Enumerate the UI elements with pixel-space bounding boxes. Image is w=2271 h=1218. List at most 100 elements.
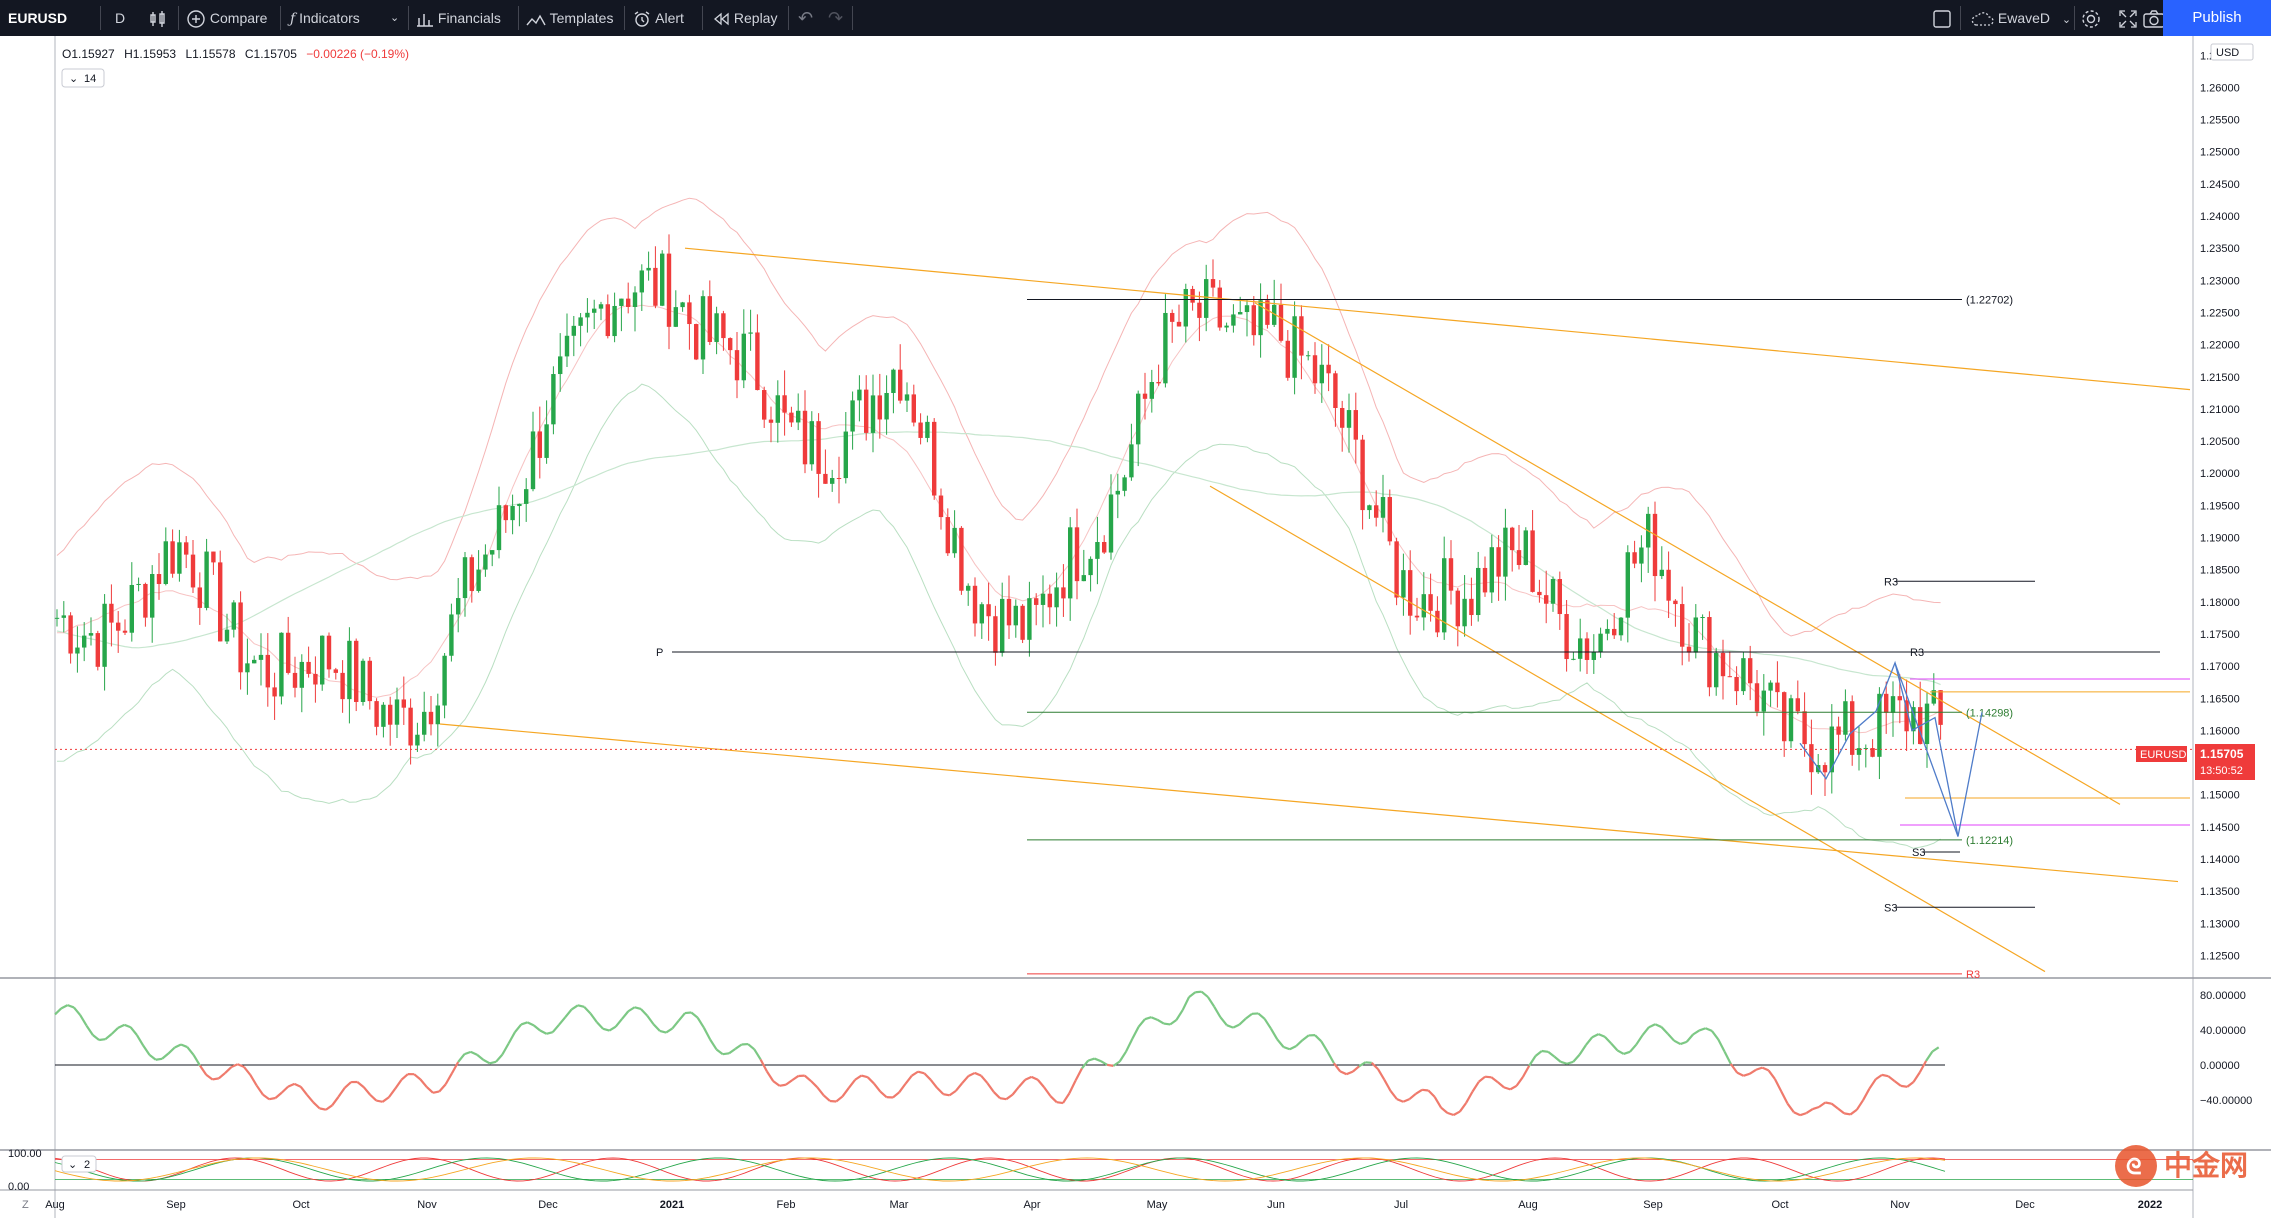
candle-body [972,585,978,624]
oscillator-segment [255,1084,264,1096]
replay-button[interactable]: Replay [712,0,777,36]
oscillator-segment [709,1039,718,1051]
toolbar-divider [702,6,703,30]
oscillator-segment [1094,1057,1102,1063]
study-toggle[interactable] [61,68,105,88]
price-tick-label: 1.17500 [2200,629,2240,641]
oscillator-segment [677,1012,686,1022]
expand-icon[interactable] [2118,0,2138,36]
oscillator-segment [1295,1039,1304,1047]
oscillator-segment [1680,1040,1688,1046]
rewind-icon [713,12,729,26]
candle-body [605,304,610,337]
redo-icon[interactable]: ↷ [828,8,844,28]
candle-body [1394,541,1399,598]
lower-band-line [56,383,1941,849]
candle-body [469,557,474,591]
watermark: ᘓ 中金网 [2115,1145,2248,1187]
chevron-down-icon[interactable]: ⌄ [390,12,400,24]
chart-type-icon[interactable] [148,0,168,36]
candle-body [653,267,658,306]
candle-body [1156,382,1161,384]
candle-body [122,630,128,633]
fib-level-label: (1.22702) [1966,295,2013,307]
pivot-level-label: R3 [1884,576,1898,588]
candle-body [1387,497,1392,542]
fullscreen-layout-icon[interactable] [1932,0,1952,36]
interval-button[interactable]: D [115,10,126,26]
candle-body [503,505,508,521]
oscillator-segment [583,1006,592,1015]
watermark-logo [2115,1145,2157,1187]
oscillator-segment [1453,1110,1461,1116]
fib-level-label: (1.12214) [1966,835,2013,847]
candle-body [388,704,393,725]
oscillator-segment [1566,1060,1574,1065]
study-param: 14 [84,73,96,85]
oscillator-segment [1755,1066,1763,1071]
candle-body [1911,707,1916,732]
oscillator-segment [73,1006,82,1016]
candle-body [1414,615,1420,618]
oscillator-segment [1560,1060,1568,1065]
price-tick-label: 1.19000 [2200,533,2240,545]
financials-button[interactable]: Financials [416,0,501,36]
oscillator-segment [1118,1051,1127,1063]
oscillator-segment [1036,1079,1045,1088]
compare-button[interactable]: Compare [186,0,267,36]
candle-body [1054,587,1059,608]
legend-close: C1.15705 [245,47,297,61]
chevron-down-icon: ⌄ [2061,14,2072,26]
oscillator-segment [92,1034,100,1041]
oscillator-segment [1150,1016,1158,1021]
candle-body [428,711,434,725]
candle-body [945,517,950,554]
candle-body [796,410,801,423]
candle-body [1775,682,1780,693]
undo-icon[interactable]: ↶ [798,8,814,28]
candle-body [286,632,291,673]
oscillator-segment [1893,1080,1902,1087]
oscillator-segment [772,1080,781,1087]
alert-label: Alert [655,10,684,26]
oscillator-segment [237,1063,245,1068]
currency-selector[interactable] [2210,43,2254,61]
oscillator-segment [665,1027,673,1034]
alert-button[interactable]: Alert [632,0,684,36]
indicators-button[interactable]: ƒ Indicators [290,0,360,36]
oscillator-segment [917,1070,925,1075]
candle-body [1136,393,1141,445]
toolbar-divider [100,6,101,30]
oscillator-segment [595,1021,604,1030]
candle-body [1605,628,1610,634]
symbol-search[interactable]: EURUSD [8,10,68,26]
oscillator-segment [627,1006,636,1013]
publish-button[interactable]: Publish [2163,0,2271,36]
candle-body [1340,407,1345,428]
stochastic-toggle[interactable] [61,1155,97,1173]
oscillator-segment [1685,1033,1694,1043]
candle-body [211,551,216,563]
price-tick-label: 1.21500 [2200,372,2240,384]
oscillator-segment [1232,1023,1240,1029]
oscillator-segment [1547,1050,1556,1058]
templates-button[interactable]: Templates [526,0,613,36]
price-tick-label: 1.21000 [2200,404,2240,416]
oscillator-segment [1805,1108,1814,1115]
oscillator-tick-label: 0.00000 [2200,1060,2240,1072]
candle-body [1163,312,1168,384]
settings-icon[interactable] [2080,0,2102,36]
oscillator-segment [1780,1090,1789,1105]
layout-menu[interactable]: EwaveD ⌄ [1970,0,2071,36]
templates-label: Templates [549,10,614,26]
candle-body [1299,316,1304,356]
timezone-button[interactable]: Z [22,1199,29,1211]
oscillator-segment [1276,1038,1285,1048]
chart-area[interactable]: (1.22702) (1.14298) (1.12214) R3 P R3 R3 S3 S3 1… [0,36,2271,1218]
upper-band-line [56,197,1941,637]
candle-body [666,253,672,327]
candle-body [544,424,549,458]
oscillator-segment [948,1089,957,1097]
oscillator-segment [281,1085,289,1094]
oscillator-segment [249,1074,258,1087]
